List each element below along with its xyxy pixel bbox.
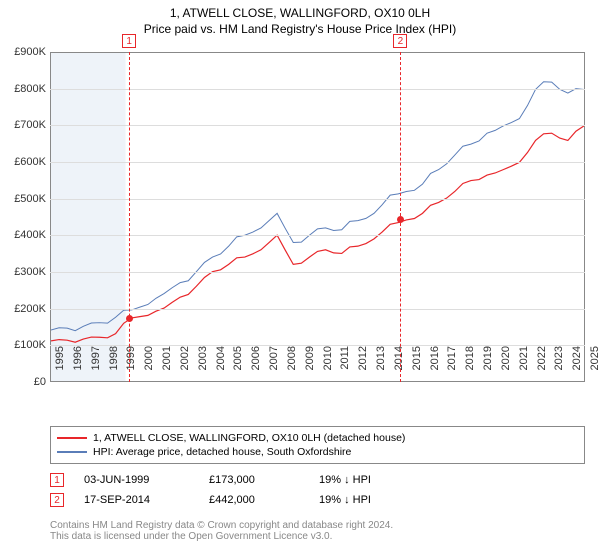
- x-tick-label: 2014: [393, 346, 405, 386]
- transaction-price: £173,000: [209, 474, 299, 486]
- legend-row: 1, ATWELL CLOSE, WALLINGFORD, OX10 0LH (…: [57, 431, 578, 445]
- x-tick-label: 2011: [339, 346, 351, 386]
- marker-box-1: 1: [122, 34, 136, 48]
- x-tick-label: 2007: [268, 346, 280, 386]
- credit-text: Contains HM Land Registry data © Crown c…: [50, 520, 585, 542]
- x-tick-label: 2012: [357, 346, 369, 386]
- x-tick-label: 2025: [589, 346, 600, 386]
- x-tick-label: 2013: [375, 346, 387, 386]
- y-tick-label: £100K: [0, 339, 46, 351]
- x-tick-label: 1995: [54, 346, 66, 386]
- chart-title: 1, ATWELL CLOSE, WALLINGFORD, OX10 0LH: [0, 0, 600, 20]
- gridline: [50, 162, 585, 163]
- chart-container: 1, ATWELL CLOSE, WALLINGFORD, OX10 0LH P…: [0, 0, 600, 560]
- transaction-row: 1 03-JUN-1999 £173,000 19% ↓ HPI: [50, 470, 585, 490]
- legend-label: 1, ATWELL CLOSE, WALLINGFORD, OX10 0LH (…: [93, 432, 405, 444]
- gridline: [50, 235, 585, 236]
- x-tick-label: 2016: [429, 346, 441, 386]
- x-tick-label: 2010: [322, 346, 334, 386]
- x-tick-label: 2004: [215, 346, 227, 386]
- x-tick-label: 2001: [161, 346, 173, 386]
- marker-line-1: [129, 52, 130, 382]
- transaction-date: 17-SEP-2014: [84, 494, 189, 506]
- x-tick-label: 2000: [143, 346, 155, 386]
- x-tick-label: 1997: [90, 346, 102, 386]
- chart-subtitle: Price paid vs. HM Land Registry's House …: [0, 20, 600, 36]
- x-tick-label: 2002: [179, 346, 191, 386]
- y-tick-label: £300K: [0, 266, 46, 278]
- y-tick-label: £400K: [0, 229, 46, 241]
- y-tick-label: £600K: [0, 156, 46, 168]
- x-tick-label: 2018: [464, 346, 476, 386]
- marker-dot-1: [126, 315, 133, 322]
- y-tick-label: £900K: [0, 46, 46, 58]
- y-tick-label: £500K: [0, 193, 46, 205]
- transaction-date: 03-JUN-1999: [84, 474, 189, 486]
- gridline: [50, 272, 585, 273]
- transaction-hpi: 19% ↓ HPI: [319, 474, 409, 486]
- y-tick-label: £200K: [0, 303, 46, 315]
- x-tick-label: 2015: [411, 346, 423, 386]
- x-tick-label: 1999: [125, 346, 137, 386]
- gridline: [50, 199, 585, 200]
- x-tick-label: 2009: [304, 346, 316, 386]
- x-tick-label: 2023: [553, 346, 565, 386]
- plot-svg: [51, 53, 584, 381]
- gridline: [50, 89, 585, 90]
- x-tick-label: 2020: [500, 346, 512, 386]
- x-tick-label: 2017: [446, 346, 458, 386]
- marker-box-2: 2: [393, 34, 407, 48]
- transaction-price: £442,000: [209, 494, 299, 506]
- transaction-marker: 2: [50, 493, 64, 507]
- x-tick-label: 2022: [536, 346, 548, 386]
- x-tick-label: 2024: [571, 346, 583, 386]
- x-tick-label: 2021: [518, 346, 530, 386]
- legend-label: HPI: Average price, detached house, Sout…: [93, 446, 351, 458]
- x-tick-label: 2003: [197, 346, 209, 386]
- x-tick-label: 2008: [286, 346, 298, 386]
- y-tick-label: £800K: [0, 83, 46, 95]
- series-hpi: [51, 82, 584, 331]
- legend-swatch: [57, 451, 87, 453]
- transaction-marker: 1: [50, 473, 64, 487]
- gridline: [50, 309, 585, 310]
- transaction-row: 2 17-SEP-2014 £442,000 19% ↓ HPI: [50, 490, 585, 510]
- transaction-table: 1 03-JUN-1999 £173,000 19% ↓ HPI 2 17-SEP-201…: [50, 470, 585, 510]
- x-tick-label: 2005: [232, 346, 244, 386]
- legend-row: HPI: Average price, detached house, Sout…: [57, 445, 578, 459]
- credit-line-2: This data is licensed under the Open Gov…: [50, 531, 585, 542]
- gridline: [50, 125, 585, 126]
- x-tick-label: 1996: [72, 346, 84, 386]
- x-tick-label: 1998: [108, 346, 120, 386]
- y-tick-label: £0: [0, 376, 46, 388]
- legend-box: 1, ATWELL CLOSE, WALLINGFORD, OX10 0LH (…: [50, 426, 585, 464]
- x-tick-label: 2019: [482, 346, 494, 386]
- x-tick-label: 2006: [250, 346, 262, 386]
- y-tick-label: £700K: [0, 119, 46, 131]
- legend-swatch: [57, 437, 87, 439]
- credit-line-1: Contains HM Land Registry data © Crown c…: [50, 520, 585, 531]
- plot-area: [50, 52, 585, 382]
- transaction-hpi: 19% ↓ HPI: [319, 494, 409, 506]
